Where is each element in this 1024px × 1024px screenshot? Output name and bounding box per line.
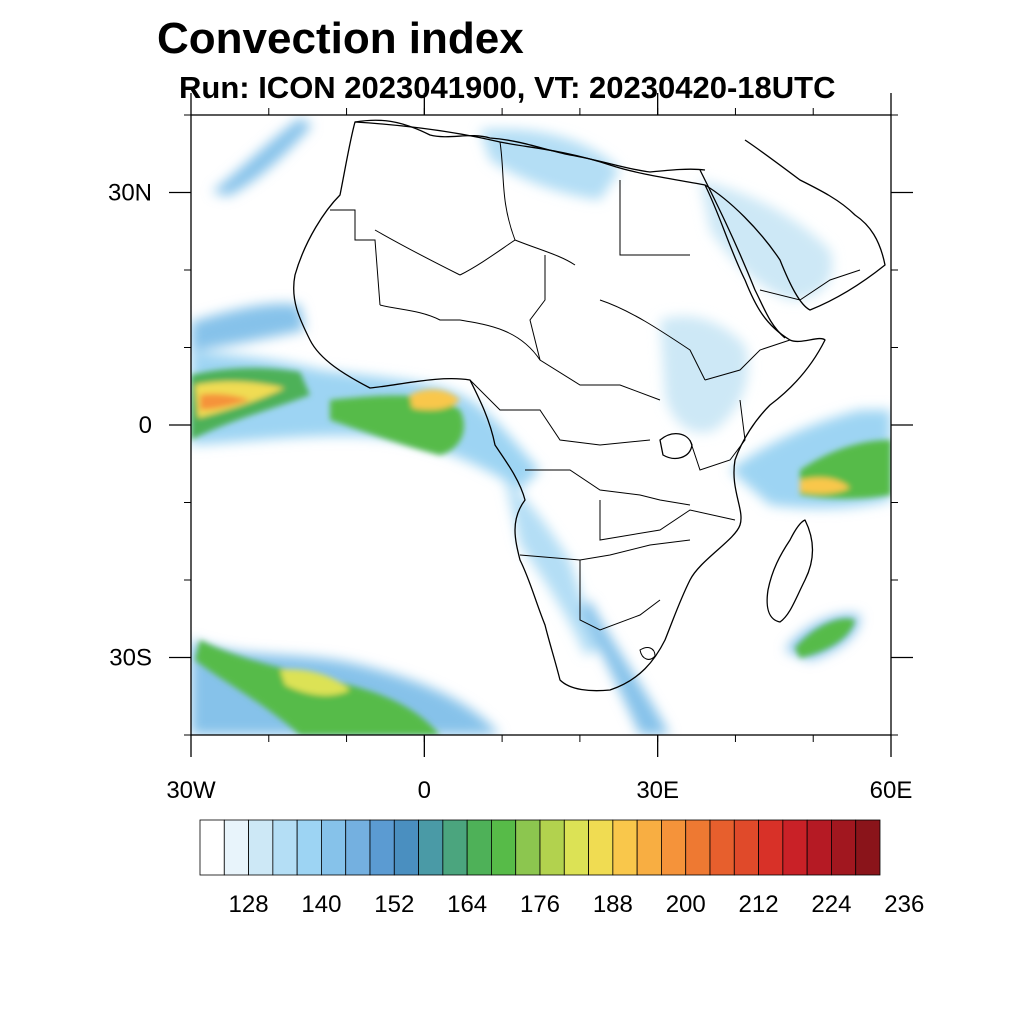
field-light-layer xyxy=(191,118,891,735)
north-africa-band xyxy=(480,129,620,200)
colorbar-label: 176 xyxy=(520,891,560,918)
lesotho-border xyxy=(639,647,656,660)
colorbar-label: 236 xyxy=(884,891,924,918)
gulf-of-guinea-peak xyxy=(200,393,250,410)
colorbar-swatch xyxy=(636,819,662,876)
equatorial-atlantic-core xyxy=(330,395,464,455)
colorbar-swatch xyxy=(199,819,225,876)
colorbar-swatch xyxy=(588,819,614,876)
africa-coastline xyxy=(293,121,826,692)
colorbar-swatch xyxy=(466,819,492,876)
colorbar-label: 188 xyxy=(593,891,633,918)
colorbar-swatch xyxy=(369,819,395,876)
colorbar-label: 200 xyxy=(666,891,706,918)
coastlines xyxy=(293,119,886,692)
east-african-band xyxy=(660,316,749,433)
madagascar-coastline xyxy=(766,519,814,623)
colorbar-swatch xyxy=(685,819,711,876)
north-atlantic-band xyxy=(212,118,312,196)
mediterranean-coastline xyxy=(354,119,706,173)
border xyxy=(330,209,381,306)
colorbar-swatch xyxy=(733,819,759,876)
colorbar-label: 140 xyxy=(301,891,341,918)
border xyxy=(459,239,576,276)
colorbar-swatch xyxy=(345,819,371,876)
y-tick-label: 0 xyxy=(139,412,152,439)
border xyxy=(529,255,546,361)
border xyxy=(619,180,690,256)
colorbar-swatch xyxy=(709,819,735,876)
west-african-coast-band xyxy=(191,303,305,352)
chart-subtitle: Run: ICON 2023041900, VT: 20230420-18UTC xyxy=(179,70,836,105)
colorbar-swatch xyxy=(806,819,832,876)
colorbar-swatch xyxy=(758,819,784,876)
border xyxy=(525,469,691,506)
south-atlantic-peak xyxy=(280,669,350,696)
colorbar-swatch xyxy=(612,819,638,876)
colorbar-swatch xyxy=(321,819,347,876)
country-borders xyxy=(330,141,861,660)
colorbar-swatch xyxy=(418,819,444,876)
border xyxy=(704,339,791,381)
border xyxy=(759,269,861,301)
indian-ocean-peak xyxy=(800,477,850,494)
border xyxy=(499,141,516,241)
colorbar-swatch xyxy=(491,819,517,876)
colorbar-swatch xyxy=(782,819,808,876)
south-african-coast-band xyxy=(580,600,670,735)
arabian-band xyxy=(700,180,833,300)
x-tick-label: 30W xyxy=(166,777,216,804)
border xyxy=(469,379,651,446)
colorbar-swatch xyxy=(393,819,419,876)
field-strong-layer xyxy=(191,368,891,735)
madagascar-se-core xyxy=(795,618,855,658)
border xyxy=(599,299,706,381)
colorbar-swatch xyxy=(272,819,298,876)
colorbar-swatch xyxy=(223,819,249,876)
x-tick-label: 0 xyxy=(418,777,431,804)
colorbar-swatch xyxy=(515,819,541,876)
colorbar-swatch xyxy=(661,819,687,876)
colorbar: 128 140 152 164 176 188 200 212 224 236 xyxy=(199,819,924,918)
border xyxy=(689,399,746,471)
border xyxy=(459,319,661,401)
colorbar-swatch xyxy=(855,819,881,876)
axis-ticks: 30W 0 30E 60E 30N 0 30S xyxy=(108,93,913,804)
colorbar-label: 224 xyxy=(811,891,851,918)
y-tick-label: 30S xyxy=(109,645,152,672)
border xyxy=(519,539,691,561)
benguela-band xyxy=(505,480,600,655)
lake-victoria xyxy=(659,433,693,459)
x-tick-label: 60E xyxy=(870,777,913,804)
border xyxy=(599,500,736,541)
colorbar-label: 152 xyxy=(374,891,414,918)
convection-field xyxy=(191,118,891,735)
colorbar-swatch xyxy=(539,819,565,876)
colorbar-swatch xyxy=(442,819,468,876)
colorbar-label: 164 xyxy=(447,891,487,918)
x-tick-label: 30E xyxy=(636,777,679,804)
colorbar-label: 212 xyxy=(739,891,779,918)
chart-title: Convection index xyxy=(157,14,524,63)
border xyxy=(379,304,460,321)
arabian-peninsula-coastline xyxy=(704,139,886,311)
colorbar-swatch xyxy=(831,819,857,876)
red-sea-coastline xyxy=(699,169,786,339)
colorbar-swatch xyxy=(248,819,274,876)
border xyxy=(374,229,461,276)
y-tick-label: 30N xyxy=(108,180,152,207)
colorbar-swatch xyxy=(563,819,589,876)
equatorial-atlantic-peak xyxy=(410,389,460,410)
colorbar-swatch xyxy=(296,819,322,876)
colorbar-label: 128 xyxy=(229,891,269,918)
border xyxy=(579,560,661,631)
